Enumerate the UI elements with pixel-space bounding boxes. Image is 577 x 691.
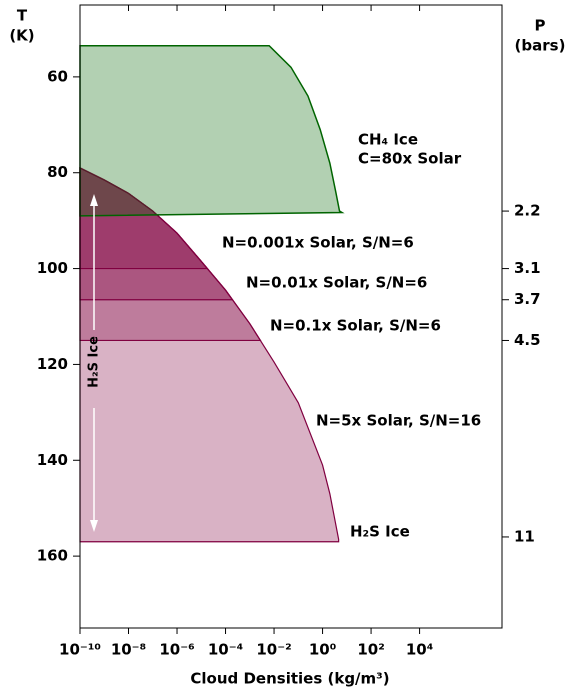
region-label: N=0.001x Solar, S/N=6: [222, 234, 414, 252]
x-tick-label: 10²: [357, 641, 384, 659]
y-label: (K): [9, 27, 34, 45]
y-tick-label: 80: [47, 163, 68, 181]
region-label: C=80x Solar: [358, 150, 462, 168]
cloud-layer: [79, 166, 209, 270]
y-tick-label: 60: [47, 67, 68, 85]
y2-label: P: [535, 17, 546, 35]
region-label: N=0.1x Solar, S/N=6: [270, 317, 441, 335]
y2-tick-label: 3.1: [514, 259, 541, 277]
x-tick-label: 10⁻⁴: [208, 641, 243, 659]
y-tick-label: 120: [37, 355, 68, 373]
arrow-head: [90, 520, 98, 532]
ch4-region: [79, 44, 345, 217]
y2-tick-label: 2.2: [514, 202, 541, 220]
x-tick-label: 10⁻⁸: [111, 641, 146, 659]
region-label: N=5x Solar, S/N=16: [316, 412, 481, 430]
plot-frame: [79, 4, 503, 629]
y-tick-label: 140: [37, 451, 68, 469]
arrow-label: H₂S Ice: [87, 336, 102, 388]
y2-tick-label: 11: [514, 527, 535, 545]
y2-tick-label: 3.7: [514, 290, 541, 308]
x-label: Cloud Densities (kg/m³): [190, 670, 389, 688]
y-label: T: [17, 7, 28, 25]
region-label: N=0.01x Solar, S/N=6: [246, 274, 427, 292]
x-tick-label: 10⁴: [406, 641, 433, 659]
region-label: CH₄ Ice: [358, 131, 418, 149]
arrow-head: [90, 194, 98, 206]
x-tick-label: 10⁻¹⁰: [59, 641, 101, 659]
region-label: H₂S Ice: [350, 523, 410, 541]
y-tick-label: 160: [37, 547, 68, 565]
y-tick-label: 100: [37, 259, 68, 277]
y2-label: (bars): [515, 37, 566, 55]
y2-tick-label: 4.5: [514, 331, 541, 349]
x-tick-label: 10⁻²: [256, 641, 291, 659]
x-tick-label: 10⁻⁶: [159, 641, 194, 659]
x-tick-label: 10⁰: [309, 641, 336, 659]
